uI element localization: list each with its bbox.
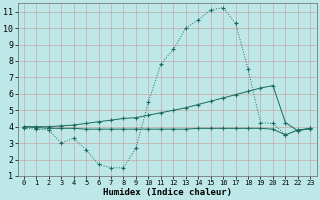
X-axis label: Humidex (Indice chaleur): Humidex (Indice chaleur) — [103, 188, 232, 197]
